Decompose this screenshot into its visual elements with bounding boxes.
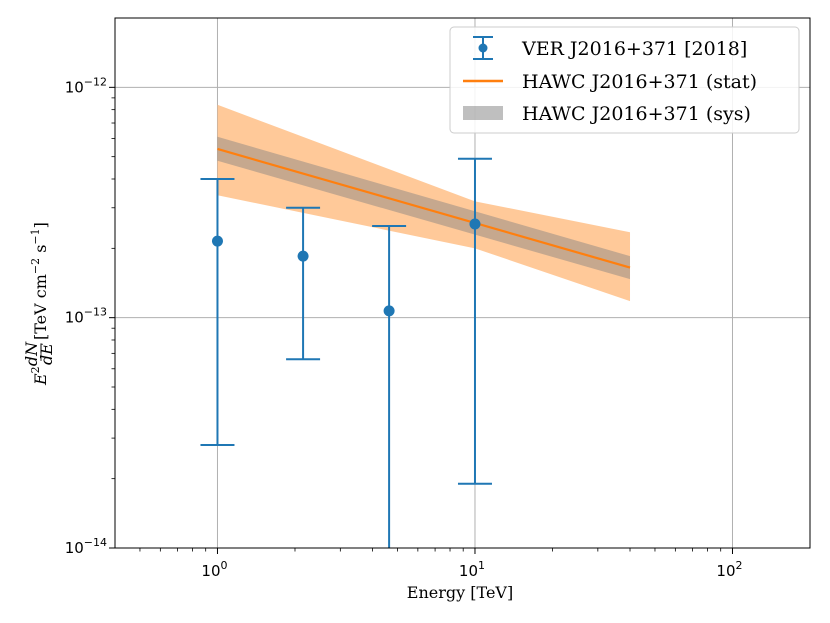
ver-data-point: [297, 250, 309, 262]
error-bars: [200, 157, 492, 548]
legend-box: [449, 26, 800, 134]
ver-data-point: [469, 218, 481, 230]
plot-frame: [114, 17, 811, 549]
legend-entry-ver: VER J2016+371 [2018]: [473, 36, 747, 60]
legend-label-ver: VER J2016+371 [2018]: [521, 38, 747, 60]
y-axis-label: E2 dN dE [TeV cm−2 s−1]: [22, 222, 56, 386]
x-tick-label: 100: [201, 559, 227, 580]
y-label-units: [TeV cm−2 s−1]: [29, 222, 50, 340]
x-tick-label: 101: [459, 559, 485, 580]
ticks: 100 101 102 10−14 10−13 10−12: [65, 75, 743, 580]
y-tick-label: 10−13: [65, 306, 107, 327]
legend-entry-hawc-sys: HAWC J2016+371 (sys): [463, 103, 751, 125]
x-axis-label: Energy [TeV]: [407, 583, 513, 602]
hawc-fit-line: [217, 147, 631, 269]
x-tick-label: 102: [716, 559, 742, 580]
legend-label-hawc-sys: HAWC J2016+371 (sys): [522, 103, 751, 125]
ver-data-point: [211, 235, 223, 247]
legend-label-hawc-stat: HAWC J2016+371 (stat): [522, 71, 757, 93]
legend-band-icon: [463, 106, 503, 120]
legend: VER J2016+371 [2018] HAWC J2016+371 (sta…: [449, 26, 800, 134]
y-tick-label: 10−14: [65, 536, 107, 557]
y-label-frac-den: dE: [37, 343, 56, 365]
legend-marker-icon: [478, 43, 488, 53]
bands: [217, 104, 631, 302]
legend-entry-hawc-stat: HAWC J2016+371 (stat): [463, 71, 757, 93]
y-axis-label-text: E2: [29, 366, 50, 386]
ver-data-point: [383, 305, 395, 317]
lines: [217, 147, 631, 269]
hawc-stat-band: [217, 104, 631, 302]
y-label-frac-num: dN: [22, 341, 41, 366]
y-tick-label: 10−12: [65, 75, 107, 96]
